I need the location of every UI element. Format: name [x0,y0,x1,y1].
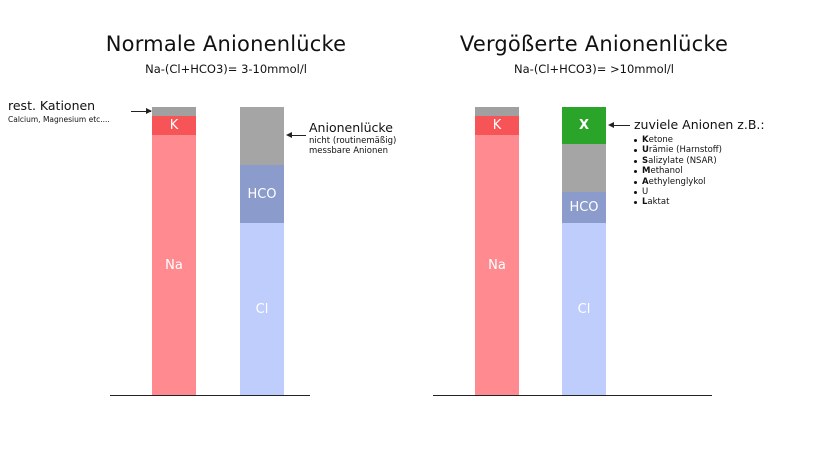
left-cl-segment: Cl [240,223,284,395]
right-na-segment: Na [475,135,519,395]
right-x-segment: X [562,107,606,144]
rest-cations-sublabel: Calcium, Magnesium etc.... [8,115,110,124]
anion-item: Urämie (Harnstoff) [632,145,722,155]
right-cl-segment: Cl [562,223,606,395]
left-rest-cations-segment [152,107,196,116]
anion-gap-sublabel-2: messbare Anionen [309,146,388,156]
anion-item: Ketone [632,135,722,145]
rest-cations-arrowhead [146,108,152,114]
right-hco-label: HCO [569,200,599,215]
left-title: Normale Anionenlücke [105,32,347,56]
anion-gap-arrow [290,135,306,136]
right-k-segment: K [475,116,519,135]
right-hco-segment: HCO [562,192,606,223]
anion-item: Aethylenglykol [632,177,722,187]
right-rest-cations-segment [475,107,519,116]
excess-anions-label: zuviele Anionen z.B.: [634,117,765,132]
rest-cations-label: rest. Kationen [8,98,96,113]
left-baseline [110,395,310,396]
left-subtitle: Na-(Cl+HCO3)= 3-10mmol/l [145,62,307,76]
right-cl-label: Cl [577,301,591,317]
left-na-segment: Na [152,135,196,395]
left-k-label: K [169,118,179,133]
left-hco-segment: HCO [240,165,284,223]
anion-item: Methanol [632,166,722,176]
left-cl-label: Cl [255,301,269,317]
right-title: Vergößerte Anionenlücke [459,32,729,56]
right-x-label: X [578,118,590,133]
left-k-segment: K [152,116,196,135]
anion-item: Laktat [632,197,722,207]
left-anion-gap-segment [240,107,284,165]
right-anion-gap-segment [562,144,606,192]
excess-anions-arrowhead [608,122,614,128]
right-na-label: Na [488,257,506,273]
anion-gap-arrowhead [286,132,292,138]
left-na-label: Na [165,257,183,273]
excess-anions-list: Ketone Urämie (Harnstoff) Salizylate (NS… [632,135,722,208]
right-baseline [433,395,712,396]
rest-cations-arrow [131,111,151,112]
anion-gap-sublabel-1: nicht (routinemäßig) [309,136,397,146]
right-subtitle: Na-(Cl+HCO3)= >10mmol/l [514,62,674,76]
excess-anions-arrow [612,125,630,126]
right-k-label: K [492,118,502,133]
anion-item: Salizylate (NSAR) [632,156,722,166]
left-hco-label: HCO [247,186,277,202]
anion-gap-label: Anionenlücke [309,120,393,135]
anion-item: U [632,187,722,197]
